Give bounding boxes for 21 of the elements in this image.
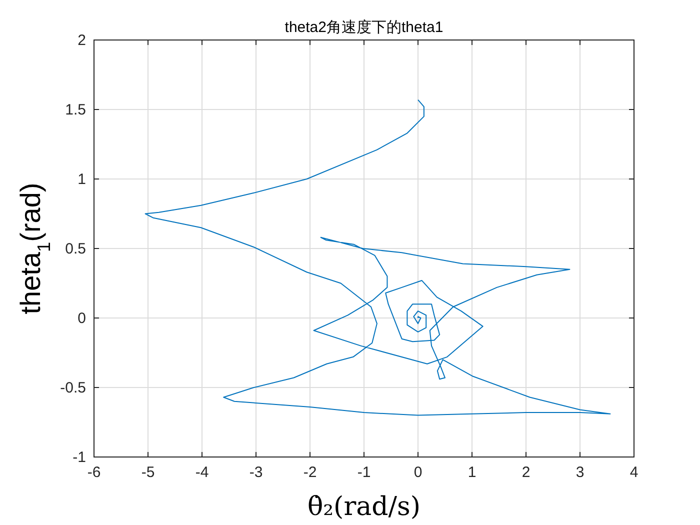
y-tick-label: 2 — [78, 32, 86, 49]
x-tick-label: -2 — [303, 464, 317, 481]
x-axis-title: θ̇₂(rad/s) — [307, 492, 421, 522]
x-tick-label: 2 — [522, 464, 530, 481]
x-tick-label: 0 — [414, 464, 422, 481]
x-tick-label: 3 — [576, 464, 584, 481]
x-tick-label: -6 — [87, 464, 101, 481]
x-tick-label: -4 — [195, 464, 209, 481]
y-tick-label: 0 — [78, 310, 86, 327]
line-series — [144, 99, 611, 416]
y-tick-label: 1 — [78, 171, 86, 188]
x-tick-label: 4 — [630, 464, 638, 481]
x-tick-label: 1 — [468, 464, 476, 481]
y-tick-label: -1 — [72, 449, 86, 466]
y-tick-label: 1.5 — [65, 102, 86, 118]
x-tick-label: -5 — [141, 464, 155, 481]
y-tick-label: -0.5 — [60, 380, 86, 396]
y-tick-label: 0.5 — [65, 240, 86, 258]
x-tick-label: -1 — [357, 464, 371, 481]
x-tick-label: -3 — [249, 464, 263, 481]
chart-title: theta2角速度下的theta1 — [284, 19, 444, 36]
